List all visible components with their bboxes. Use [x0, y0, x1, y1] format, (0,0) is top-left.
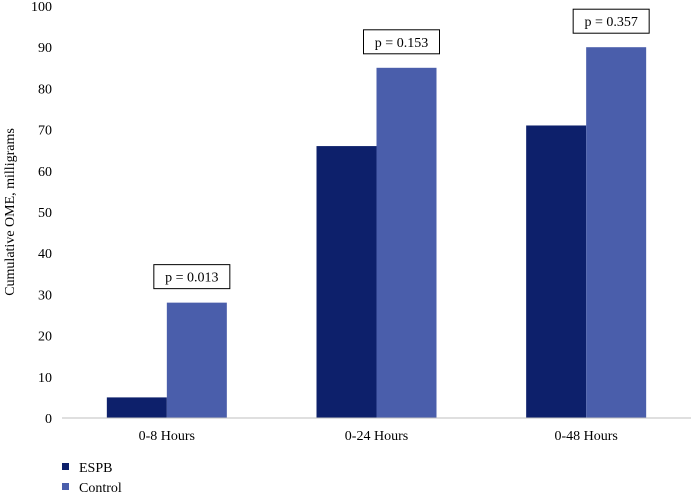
p-value-label: p = 0.153 — [375, 36, 428, 51]
x-axis-labels: 0-8 Hours 0-24 Hours 0-48 Hours — [139, 429, 618, 444]
y-tick-label: 20 — [38, 330, 52, 345]
bar-control-1 — [166, 302, 227, 418]
y-tick-label: 80 — [38, 82, 52, 97]
y-tick-label: 30 — [38, 288, 52, 303]
p-value-box — [153, 264, 231, 290]
bar-espb-2 — [316, 146, 377, 418]
x-category-label: 0-48 Hours — [554, 429, 617, 444]
p-value-box — [572, 8, 650, 34]
y-axis-ticks: 0 10 20 30 40 50 60 70 80 90 100 — [31, 0, 52, 427]
bar-control-3 — [586, 47, 647, 418]
y-tick-label: 10 — [38, 371, 52, 386]
y-tick-label: 0 — [45, 412, 52, 427]
y-tick-label: 100 — [31, 0, 52, 15]
bar-espb-3 — [526, 125, 587, 418]
y-tick-label: 60 — [38, 165, 52, 180]
legend-label-control: Control — [79, 481, 122, 496]
x-category-label: 0-8 Hours — [139, 429, 195, 444]
legend-swatch-control — [62, 483, 69, 490]
bar-control-2 — [376, 67, 437, 419]
p-value-box — [363, 29, 440, 55]
y-tick-label: 90 — [38, 41, 52, 56]
y-axis-title: Cumulative OME, milligrams — [3, 128, 18, 296]
legend-swatch-espb — [62, 463, 69, 470]
p-value-label: p = 0.013 — [165, 271, 218, 286]
x-category-label: 0-24 Hours — [345, 429, 408, 444]
p-value-label: p = 0.357 — [584, 15, 637, 30]
bars — [106, 47, 647, 419]
y-tick-label: 70 — [38, 124, 52, 139]
legend: ESPB Control — [62, 461, 122, 496]
p-value-annotations: p = 0.013 p = 0.153 p = 0.357 — [153, 8, 650, 290]
y-tick-label: 40 — [38, 247, 52, 262]
legend-label-espb: ESPB — [79, 461, 112, 476]
bar-espb-1 — [106, 397, 167, 418]
y-tick-label: 50 — [38, 206, 52, 221]
